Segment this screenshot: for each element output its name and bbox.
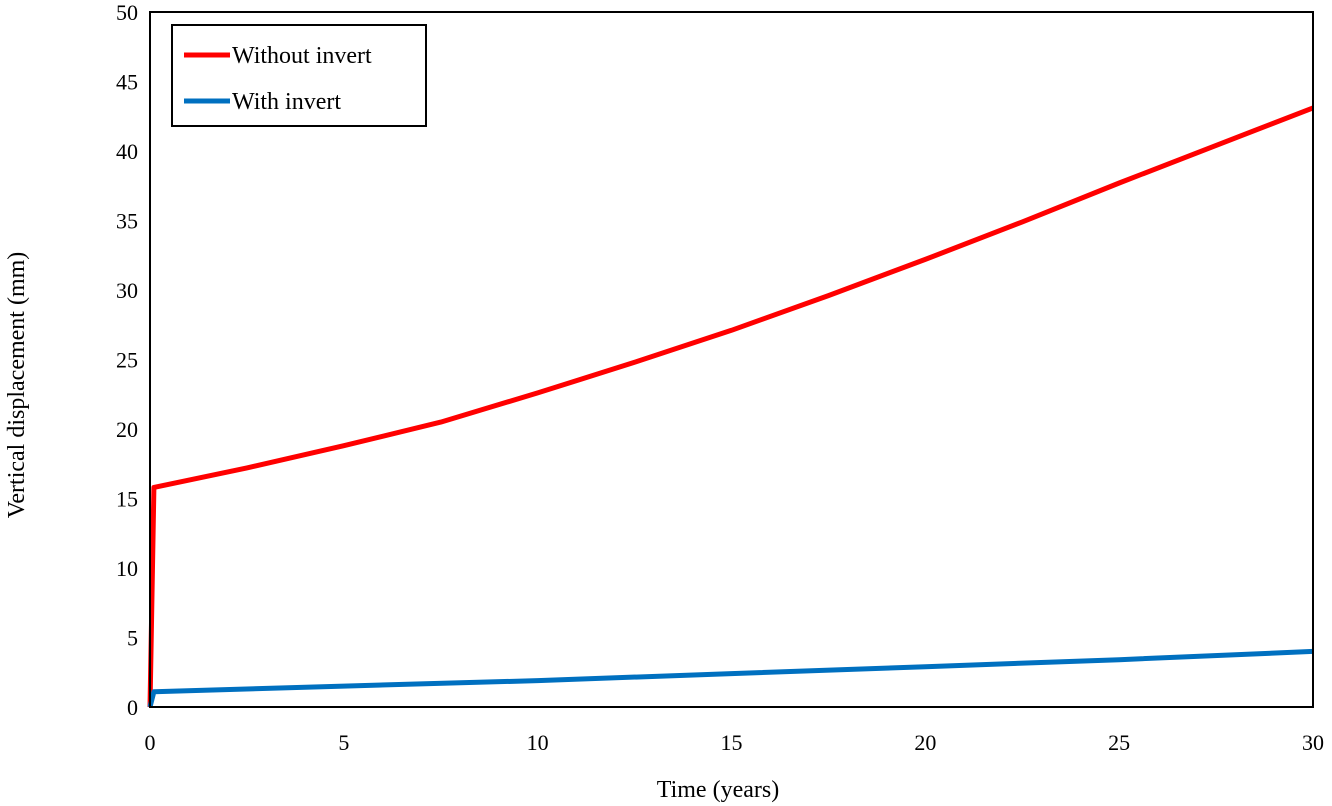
y-tick-label: 45 [116,70,138,95]
series-layer [147,105,1314,708]
x-tick-label: 0 [145,730,156,755]
x-tick-label: 15 [721,730,743,755]
y-tick-label: 20 [116,417,138,442]
x-tick-label: 5 [338,730,349,755]
y-tick-label: 40 [116,139,138,164]
y-tick-label: 35 [116,209,138,234]
x-tick-label: 30 [1302,730,1324,755]
y-axis-title: Vertical displacement (mm) [4,252,30,519]
legend-label-with-invert: With invert [232,89,341,115]
x-tick-label: 20 [914,730,936,755]
y-tick-label: 5 [127,626,138,651]
plot-area-frame [149,11,1314,708]
series-line-with-invert [147,648,1314,708]
x-tick-label: 25 [1108,730,1130,755]
legend: Without invert With invert [171,24,427,127]
y-tick-label: 50 [116,0,138,25]
y-tick-label: 30 [116,278,138,303]
y-tick-label: 15 [116,487,138,512]
x-tick-label: 10 [527,730,549,755]
y-tick-label: 0 [127,695,138,720]
y-tick-label: 10 [116,556,138,581]
y-tick-label: 25 [116,348,138,373]
x-tick-labels: 0 5 10 15 20 25 30 [145,730,1325,755]
series-line-without-invert [147,105,1314,708]
y-tick-labels: 0 5 10 15 20 25 30 35 40 45 50 [116,0,138,720]
legend-box [171,24,427,127]
x-axis-title: Time (years) [657,777,779,803]
legend-label-without-invert: Without invert [232,43,372,69]
